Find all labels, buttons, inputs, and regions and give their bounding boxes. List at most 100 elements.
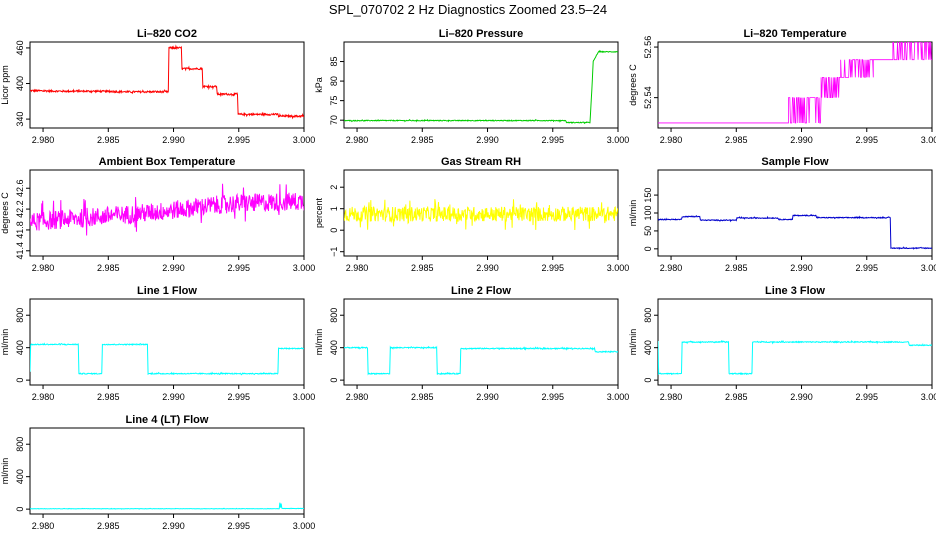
series-group bbox=[30, 44, 304, 120]
y-tick-label: 400 bbox=[15, 340, 25, 355]
series-line bbox=[344, 49, 618, 125]
y-tick-label: −1 bbox=[329, 247, 339, 257]
x-tick-label: 2.990 bbox=[790, 263, 813, 273]
series-line bbox=[658, 339, 932, 376]
x-tick-label: 2.995 bbox=[227, 263, 250, 273]
x-tick-label: 2.980 bbox=[32, 135, 55, 145]
x-tick-label: 2.985 bbox=[411, 263, 434, 273]
y-tick-label: 1 bbox=[329, 206, 339, 211]
x-tick-label: 2.990 bbox=[476, 135, 499, 145]
y-axis-label: percent bbox=[314, 197, 324, 228]
series-group bbox=[344, 49, 618, 125]
chart-title: Li–820 CO2 bbox=[137, 28, 197, 40]
x-tick-label: 2.980 bbox=[32, 521, 55, 531]
chart-panel-4: Ambient Box Temperature degrees C 2.980 2.9… bbox=[0, 156, 315, 273]
series-line bbox=[658, 42, 932, 124]
series-group bbox=[30, 502, 304, 510]
x-tick-label: 2.980 bbox=[346, 392, 369, 402]
y-tick-label: 50 bbox=[643, 226, 653, 236]
x-tick-label: 3.000 bbox=[293, 521, 316, 531]
plot-frame bbox=[29, 298, 305, 386]
y-tick-label: 340 bbox=[15, 112, 25, 127]
y-tick-label: 800 bbox=[15, 308, 25, 323]
x-tick-label: 2.985 bbox=[725, 263, 748, 273]
y-tick-label: 800 bbox=[643, 308, 653, 323]
x-tick-label: 2.995 bbox=[227, 392, 250, 402]
chart-panel-6: Sample Flow ml/min 2.980 2.985 2.990 2.995 3.0… bbox=[628, 156, 936, 273]
y-tick-label: 41.4 bbox=[15, 242, 25, 260]
x-tick-label: 3.000 bbox=[921, 392, 936, 402]
x-tick-label: 2.990 bbox=[476, 392, 499, 402]
y-axis-label: ml/min bbox=[314, 329, 324, 356]
chart-title: Li–820 Temperature bbox=[743, 28, 846, 40]
x-tick-label: 3.000 bbox=[921, 135, 936, 145]
plot-frame bbox=[343, 41, 619, 129]
series-line bbox=[30, 183, 304, 236]
y-tick-label: 0 bbox=[643, 246, 653, 251]
x-tick-label: 2.990 bbox=[476, 263, 499, 273]
x-tick-label: 2.995 bbox=[855, 392, 878, 402]
chart-panel-5: Gas Stream RH percent 2.980 2.985 2.990 2.995… bbox=[314, 156, 629, 273]
x-tick-label: 3.000 bbox=[293, 135, 316, 145]
x-tick-label: 2.985 bbox=[411, 135, 434, 145]
series-group bbox=[30, 183, 304, 236]
x-tick-label: 2.990 bbox=[162, 135, 185, 145]
y-tick-label: 400 bbox=[329, 340, 339, 355]
x-tick-label: 2.995 bbox=[855, 263, 878, 273]
series-group bbox=[658, 42, 932, 124]
chart-title: Sample Flow bbox=[761, 156, 829, 168]
series-group bbox=[30, 342, 304, 376]
x-tick-label: 2.985 bbox=[97, 135, 120, 145]
chart-title: Line 3 Flow bbox=[765, 285, 825, 297]
x-tick-label: 3.000 bbox=[607, 392, 630, 402]
plot-frame bbox=[343, 169, 619, 257]
x-tick-label: 2.985 bbox=[725, 135, 748, 145]
chart-panel-1: Li–820 CO2 Licor ppm 2.980 2.985 2.990 2.995 3… bbox=[0, 28, 315, 145]
x-tick-label: 2.995 bbox=[227, 135, 250, 145]
y-tick-label: 41.8 bbox=[15, 221, 25, 239]
plot-frame bbox=[29, 427, 305, 515]
x-tick-label: 2.990 bbox=[790, 392, 813, 402]
y-tick-label: 400 bbox=[643, 340, 653, 355]
chart-title: Line 2 Flow bbox=[451, 285, 511, 297]
y-axis-label: ml/min bbox=[0, 458, 10, 485]
series-group bbox=[344, 345, 618, 376]
y-axis-label: ml/min bbox=[0, 329, 10, 356]
y-axis-label: Licor ppm bbox=[0, 65, 10, 105]
x-tick-label: 2.990 bbox=[162, 263, 185, 273]
x-tick-label: 3.000 bbox=[921, 263, 936, 273]
series-group bbox=[658, 339, 932, 376]
x-tick-label: 2.980 bbox=[346, 263, 369, 273]
y-tick-label: 42.2 bbox=[15, 200, 25, 218]
x-tick-label: 2.980 bbox=[346, 135, 369, 145]
series-group bbox=[344, 199, 618, 231]
x-tick-label: 2.985 bbox=[97, 263, 120, 273]
x-tick-label: 3.000 bbox=[607, 135, 630, 145]
x-tick-label: 3.000 bbox=[607, 263, 630, 273]
series-line bbox=[658, 214, 932, 250]
y-tick-label: 0 bbox=[329, 228, 339, 233]
x-tick-label: 2.980 bbox=[32, 263, 55, 273]
x-tick-label: 2.990 bbox=[162, 521, 185, 531]
plot-frame bbox=[29, 41, 305, 129]
series-line bbox=[30, 502, 304, 510]
y-tick-label: 0 bbox=[15, 507, 25, 512]
y-tick-label: 80 bbox=[329, 76, 339, 86]
y-tick-label: 150 bbox=[643, 188, 653, 203]
chart-panel-10: Line 4 (LT) Flow ml/min 2.980 2.985 2.990 2.9… bbox=[0, 414, 315, 531]
y-tick-label: 400 bbox=[15, 76, 25, 91]
chart-panel-8: Line 2 Flow ml/min 2.980 2.985 2.990 2.995 3.0… bbox=[314, 285, 629, 402]
chart-title: Ambient Box Temperature bbox=[99, 156, 236, 168]
y-tick-label: 2 bbox=[329, 185, 339, 190]
y-tick-label: 100 bbox=[643, 205, 653, 220]
x-tick-label: 2.985 bbox=[97, 392, 120, 402]
y-tick-label: 85 bbox=[329, 57, 339, 67]
x-tick-label: 2.990 bbox=[790, 135, 813, 145]
x-tick-label: 2.995 bbox=[541, 135, 564, 145]
series-line bbox=[344, 199, 618, 231]
y-axis-label: degrees C bbox=[0, 192, 10, 234]
x-tick-label: 2.995 bbox=[855, 135, 878, 145]
x-tick-label: 2.980 bbox=[32, 392, 55, 402]
series-line bbox=[344, 345, 618, 376]
y-tick-label: 52.56 bbox=[643, 36, 653, 59]
